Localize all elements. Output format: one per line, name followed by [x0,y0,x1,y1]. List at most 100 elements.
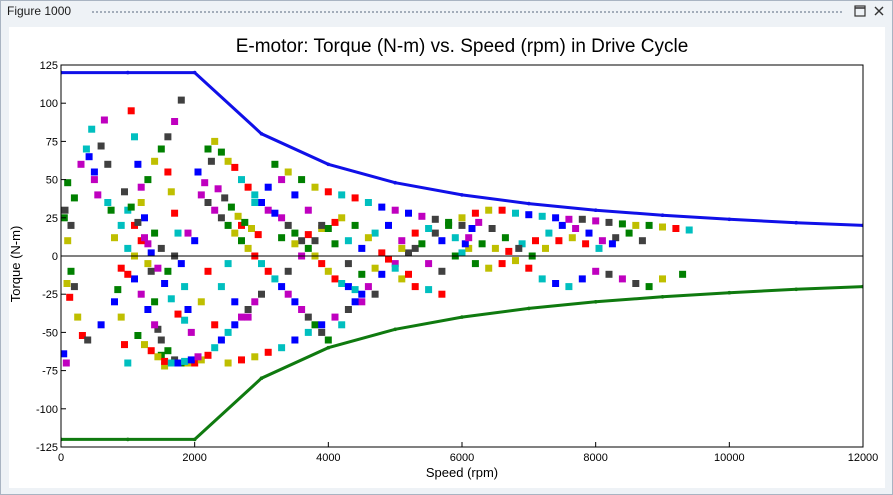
scatter-point [224,359,232,367]
scatter-point [271,160,279,168]
line-marker [593,300,598,304]
scatter-point [224,328,232,336]
scatter-point [605,270,613,278]
scatter-point [471,209,479,217]
y-tick-label: 25 [46,213,58,225]
scatter-point [324,336,332,344]
scatter-point [77,160,85,168]
scatter-point [304,244,312,252]
scatter-point [154,264,162,272]
scatter-point [311,321,319,329]
y-tick-label: -100 [36,404,58,416]
scatter-point [211,137,219,145]
scatter-point [197,298,205,306]
scatter-point [532,237,539,245]
scatter-point [144,260,152,268]
scatter-point [625,229,633,237]
scatter-point [127,107,135,115]
scatter-point [171,209,179,217]
scatter-point [204,267,212,275]
scatter-point [62,359,70,367]
scatter-point [161,357,169,365]
scatter-point [405,270,412,278]
scatter-point [254,231,262,239]
y-axis-label: Torque (N-m) [9,226,23,303]
line-marker [660,295,665,299]
scatter-point [458,249,466,257]
scatter-point [679,270,687,278]
scatter-point [465,234,473,242]
scatter-point [465,244,473,252]
scatter-point [88,125,96,133]
close-icon[interactable] [872,4,886,18]
scatter-point [565,283,573,291]
scatter-point [264,348,272,356]
line-marker [393,327,398,332]
scatter-point [181,283,189,291]
scatter-point [204,199,212,206]
line-marker [593,208,598,212]
scatter-point [244,306,252,313]
scatter-point [61,350,68,358]
scatter-point [344,237,352,245]
scatter-point [291,298,299,306]
chart-title: E-motor: Torque (N-m) vs. Speed (rpm) in… [236,36,689,57]
scatter-point [485,206,493,214]
line-marker [727,217,732,222]
scatter-point [324,188,332,196]
scatter-point [284,290,292,298]
scatter-point [358,290,366,298]
scatter-point [244,183,252,191]
scatter-point [141,341,148,349]
scatter-point [485,264,493,272]
scatter-point [431,229,439,237]
scatter-point [114,286,122,294]
scatter-point [391,264,399,272]
scatter-point [405,209,412,217]
scatter-point [291,229,299,237]
scatter-point [364,283,372,291]
line-marker [393,180,398,185]
scatter-point [512,209,519,217]
scatter-point [488,225,496,232]
line-marker [794,220,798,225]
scatter-point [595,244,603,252]
scatter-point [344,260,352,268]
scatter-point [244,313,252,321]
scatter-point [672,225,680,232]
scatter-point [331,313,339,321]
maximize-icon[interactable] [853,4,867,18]
y-tick-label: -75 [42,366,58,378]
scatter-point [144,306,152,313]
scatter-point [552,280,560,287]
scatter-point [187,328,195,336]
title-bar[interactable]: Figure 1000 [1,1,892,23]
scatter-point [231,298,239,306]
scatter-point [244,244,252,252]
drag-grip[interactable] [91,10,843,15]
x-tick-label: 0 [58,452,64,464]
line-marker [259,132,264,136]
x-tick-label: 6000 [450,452,474,464]
scatter-point [338,280,346,287]
scatter-point [378,249,386,257]
scatter-point [238,237,245,245]
scatter-point [157,145,165,153]
scatter-point [468,225,476,232]
scatter-point [351,221,359,229]
scatter-point [338,191,346,199]
scatter-point [438,267,446,275]
scatter-point [498,260,506,268]
scatter-point [201,179,209,187]
scatter-point [632,280,640,287]
scatter-point [124,244,132,252]
scatter-point [137,199,145,206]
scatter-point [264,206,272,214]
scatter-point [187,356,195,364]
scatter-point [67,221,75,229]
scatter-point [157,336,165,344]
line-marker [527,201,531,206]
scatter-point [344,306,352,313]
y-tick-label: 125 [40,60,58,72]
